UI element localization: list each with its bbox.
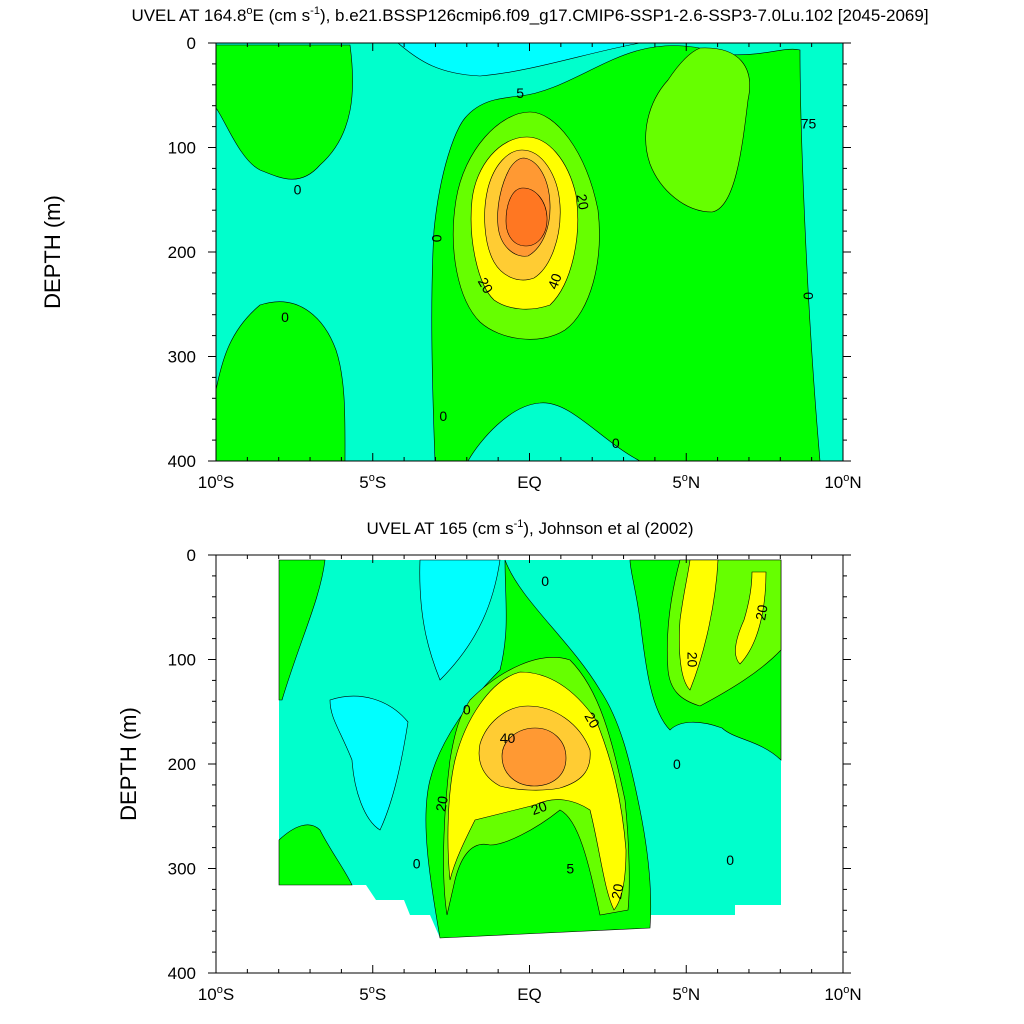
- x-tick-label: 5oS: [359, 984, 386, 1004]
- y-tick-label: 400: [168, 964, 196, 983]
- x-tick-label: 10oN: [824, 984, 861, 1004]
- region-0-10: [216, 301, 346, 461]
- contour-label: 40: [544, 271, 564, 291]
- region-below-minus-10: [419, 559, 501, 681]
- x-tick-label: 10oS: [198, 984, 234, 1004]
- contour-label: 20: [475, 275, 497, 297]
- contour-label: 0: [439, 408, 447, 424]
- contour-label: 20: [608, 882, 626, 900]
- contour-label: 5: [516, 85, 524, 101]
- contour-label: 20: [432, 794, 450, 812]
- x-tick-label: 10oN: [824, 472, 861, 492]
- y-tick-label: 0: [187, 34, 196, 53]
- y-tick-label: 100: [168, 139, 196, 158]
- chart-title: UVEL AT 164.8oE (cm s-1), b.e21.BSSP126c…: [131, 5, 928, 25]
- y-tick-label: 300: [168, 860, 196, 879]
- contour-field: 0 20 20 0 20 40 0 20 20 0 5 20 0: [278, 559, 782, 939]
- region-above-50: [505, 187, 548, 247]
- contour-label: 20: [752, 603, 770, 621]
- x-tick-label: 5oS: [359, 472, 386, 492]
- contour-label: 20: [581, 709, 603, 731]
- contour-label: 20: [685, 652, 701, 668]
- region-below-minus-10: [329, 695, 409, 831]
- x-tick-label: EQ: [517, 985, 542, 1004]
- chart-panel-top: UVEL AT 164.8oE (cm s-1), b.e21.BSSP126c…: [40, 5, 929, 492]
- contour-label: 0: [726, 852, 734, 868]
- x-tick-label: 5oN: [672, 472, 700, 492]
- chart-panel-bottom: UVEL AT 165 (cm s-1), Johnson et al (200…: [116, 518, 862, 1004]
- contour-label: 0: [281, 309, 289, 325]
- y-tick-label: 100: [168, 651, 196, 670]
- y-tick-label: 300: [168, 348, 196, 367]
- region-below-minus-10: [397, 43, 641, 77]
- x-tick-label: 10oS: [198, 472, 234, 492]
- x-tick-label: 5oN: [672, 984, 700, 1004]
- y-tick-label: 200: [168, 243, 196, 262]
- y-axis-label: DEPTH (m): [116, 707, 141, 821]
- y-tick-label: 200: [168, 755, 196, 774]
- y-axis-label: DEPTH (m): [40, 195, 65, 309]
- contour-label: 0: [612, 435, 620, 451]
- region-20-30: [735, 571, 767, 665]
- region-10-20: [645, 47, 750, 213]
- region-0-10: [278, 824, 353, 886]
- region-20-30: [679, 559, 719, 691]
- region-40-50: [501, 727, 567, 787]
- chart-title: UVEL AT 165 (cm s-1), Johnson et al (200…: [367, 518, 694, 538]
- y-tick-label: 0: [187, 546, 196, 565]
- contour-labels: 0 20 20 0 20 40 0 20 20 0 5 20 0: [413, 573, 771, 900]
- contour-label: 0: [463, 702, 471, 718]
- contour-label: 0: [801, 292, 817, 300]
- contour-labels: 0 0 5 0 0 40 20 20 0 75 0: [281, 85, 816, 451]
- contour-label: 5: [566, 861, 574, 877]
- contour-label: 20: [529, 798, 549, 818]
- contour-label: 20: [574, 193, 592, 211]
- contour-label: 0: [541, 573, 549, 589]
- region-0-10: [216, 44, 353, 180]
- x-tick-label: EQ: [517, 473, 542, 492]
- contour-label: 40: [500, 730, 516, 746]
- contour-label: 0: [413, 855, 421, 871]
- region-0-10: [278, 559, 326, 701]
- contour-field: 0 0 5 0 0 40 20 20 0 75 0: [216, 43, 843, 461]
- contour-label: 0: [294, 181, 302, 197]
- y-tick-label: 400: [168, 452, 196, 471]
- contour-label: 0: [429, 235, 445, 243]
- contour-label: 75: [801, 115, 817, 131]
- contour-label: 0: [673, 756, 681, 772]
